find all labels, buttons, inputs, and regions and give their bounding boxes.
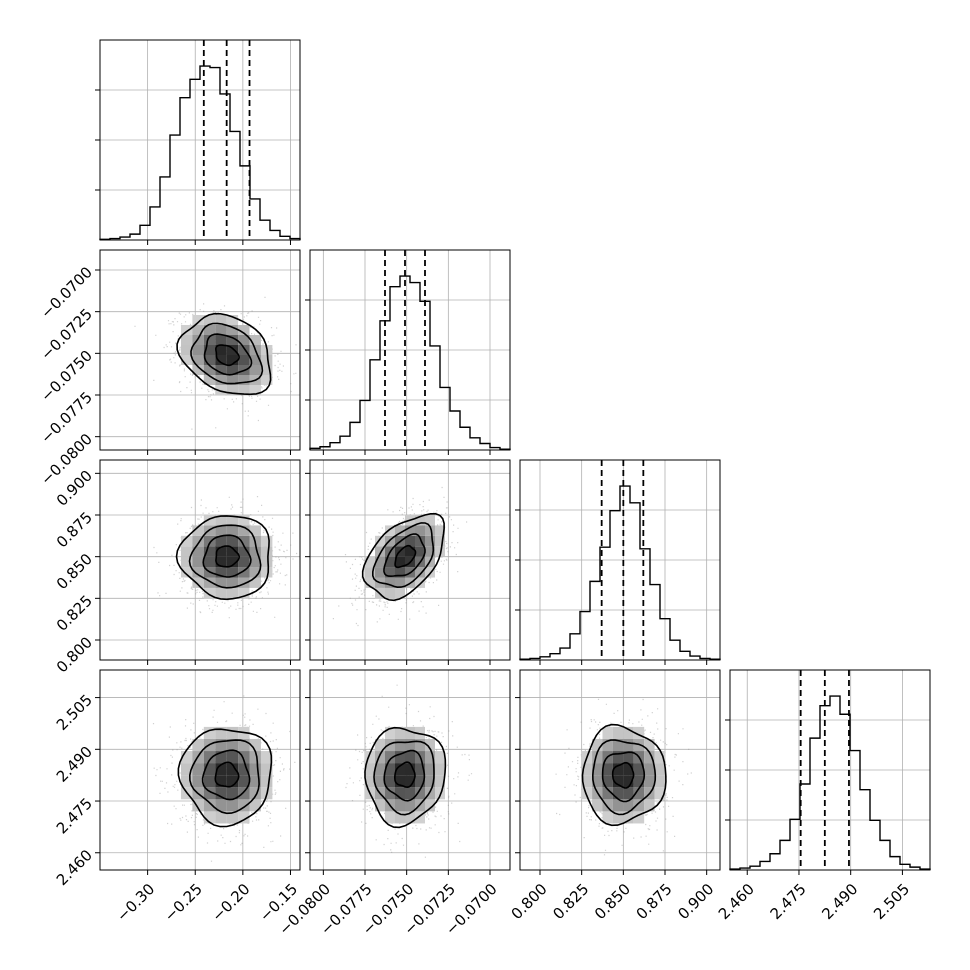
scatter-panel-3-2 bbox=[515, 669, 721, 875]
contour-line bbox=[177, 728, 273, 828]
contour-line bbox=[203, 333, 253, 376]
x-tick-label: 0.900 bbox=[674, 880, 717, 923]
y-tick-label: 0.875 bbox=[53, 508, 96, 551]
contour-line bbox=[394, 544, 417, 569]
contour-line bbox=[601, 751, 646, 803]
hist-panel-3 bbox=[725, 669, 931, 875]
scatter-panel-1-0 bbox=[95, 249, 301, 455]
y-tick-label: 2.490 bbox=[53, 743, 96, 786]
contour-line bbox=[591, 739, 657, 816]
scatter-panel-2-0 bbox=[95, 459, 301, 665]
contour-line bbox=[176, 312, 272, 396]
x-tick-label: 0.825 bbox=[549, 880, 592, 923]
hist-panel-0 bbox=[95, 39, 301, 245]
x-tick-label: −0.25 bbox=[161, 880, 206, 925]
contour-line bbox=[372, 522, 435, 589]
x-tick-label: 0.850 bbox=[591, 880, 634, 923]
contour-line bbox=[202, 534, 252, 578]
panel-frame bbox=[309, 459, 511, 661]
y-tick-label: 2.460 bbox=[53, 846, 96, 889]
panel-frame bbox=[519, 459, 721, 661]
y-tick-label: 0.850 bbox=[53, 550, 96, 593]
x-tick-label: −0.20 bbox=[208, 880, 253, 925]
contour-line bbox=[201, 749, 251, 801]
contour-line bbox=[393, 761, 416, 789]
hist-step bbox=[309, 275, 511, 450]
panel-content bbox=[153, 496, 298, 619]
panel-frame bbox=[99, 39, 301, 241]
density-fill bbox=[180, 726, 273, 824]
hist-panel-2 bbox=[515, 459, 721, 665]
scatter-panel-3-1 bbox=[305, 669, 511, 875]
contour-line bbox=[215, 545, 241, 568]
panel-content bbox=[134, 296, 300, 430]
density-fill bbox=[365, 726, 445, 824]
contour-line bbox=[383, 533, 426, 578]
scatter-panel-2-1 bbox=[305, 459, 511, 665]
panel-content bbox=[555, 698, 692, 856]
contour-line bbox=[188, 739, 260, 815]
panel-frame bbox=[99, 249, 301, 451]
y-tick-label: 2.505 bbox=[53, 691, 96, 734]
contour-line bbox=[383, 749, 426, 802]
contour-line bbox=[188, 524, 262, 589]
contour-line bbox=[190, 322, 264, 385]
panel-content bbox=[345, 684, 473, 858]
panel-content bbox=[332, 486, 468, 627]
hist-step bbox=[99, 65, 301, 240]
hist-step bbox=[729, 695, 931, 870]
x-tick-label: −0.30 bbox=[113, 880, 158, 925]
contour-line bbox=[373, 740, 435, 816]
x-tick-label: 2.505 bbox=[870, 880, 913, 923]
contour-line bbox=[581, 723, 667, 827]
x-tick-label: 2.460 bbox=[715, 880, 758, 923]
contour-line bbox=[214, 344, 240, 367]
density-fill bbox=[180, 315, 273, 395]
x-tick-label: 2.475 bbox=[767, 880, 810, 923]
panel-frame bbox=[99, 459, 301, 661]
x-tick-label: 0.875 bbox=[633, 880, 676, 923]
hist-panel-1 bbox=[305, 249, 511, 455]
y-tick-label: 0.800 bbox=[53, 633, 96, 676]
hist-step bbox=[519, 485, 721, 660]
x-tick-label: 0.800 bbox=[508, 880, 551, 923]
contour-line bbox=[214, 761, 240, 788]
panel-content bbox=[152, 695, 296, 862]
panel-frame bbox=[309, 249, 511, 451]
x-tick-label: 2.490 bbox=[818, 880, 861, 923]
y-tick-label: 2.475 bbox=[53, 794, 96, 837]
contour-line bbox=[361, 513, 445, 602]
contour-line bbox=[175, 515, 270, 601]
scatter-panel-3-0 bbox=[95, 669, 301, 875]
scatter-points bbox=[332, 486, 468, 627]
panel-frame bbox=[99, 669, 301, 871]
y-tick-label: 0.825 bbox=[53, 592, 96, 635]
scatter-points bbox=[152, 695, 296, 862]
contour-line bbox=[364, 726, 447, 829]
panel-frame bbox=[519, 669, 721, 871]
panel-frame bbox=[309, 669, 511, 871]
panel-frame bbox=[729, 669, 931, 871]
contour-line bbox=[611, 761, 635, 789]
